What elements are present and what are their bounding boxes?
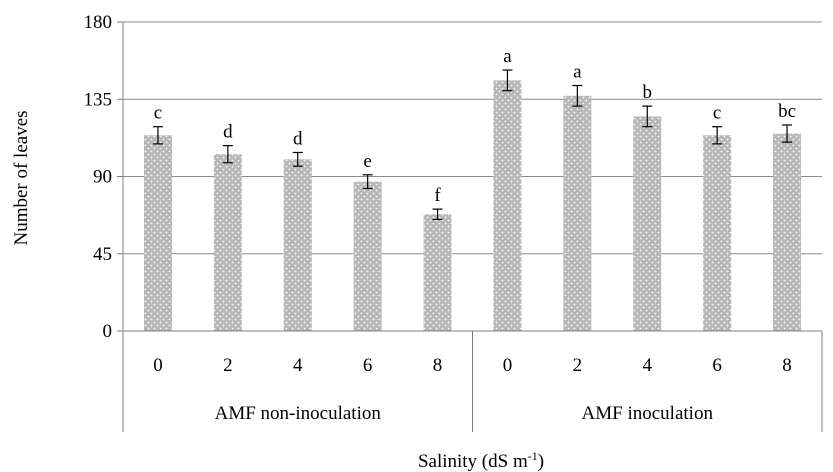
- significance-letter: bc: [778, 101, 796, 122]
- significance-letter: b: [643, 82, 653, 103]
- bar: [703, 135, 732, 331]
- y-tick-label: 45: [93, 244, 112, 265]
- x-tick-label: 4: [293, 355, 303, 376]
- bar: [143, 135, 172, 331]
- y-tick-label: 135: [84, 89, 113, 110]
- significance-letter: c: [713, 103, 721, 124]
- y-tick-label: 90: [93, 167, 112, 188]
- x-tick-label: 4: [643, 355, 653, 376]
- y-tick-label: 0: [103, 321, 113, 342]
- significance-letter: a: [573, 62, 582, 83]
- significance-letter: c: [154, 103, 162, 124]
- bar: [773, 133, 802, 331]
- bars: [143, 80, 802, 332]
- x-tick-label: 2: [573, 355, 583, 376]
- x-axis-label: Salinity (dS m-1): [418, 449, 544, 472]
- labels: 0 45 90 135 180 c 0 d 2 d 4 e 6 f 8 AMF non-inoculation…: [84, 12, 797, 424]
- group-label: AMF inoculation: [582, 403, 714, 424]
- bar: [213, 154, 242, 331]
- error-bars: [152, 69, 793, 221]
- bar: [283, 159, 312, 331]
- y-tick-label: 180: [84, 12, 113, 33]
- bar: [493, 80, 522, 331]
- x-tick-label: 2: [223, 355, 233, 376]
- x-tick-label: 6: [712, 355, 722, 376]
- bar: [563, 95, 592, 331]
- bar: [423, 214, 452, 331]
- x-tick-label: 0: [503, 355, 513, 376]
- x-tick-label: 8: [782, 355, 792, 376]
- x-tick-label: 8: [433, 355, 443, 376]
- significance-letter: a: [503, 46, 512, 67]
- x-tick-label: 0: [153, 355, 163, 376]
- bar: [633, 116, 662, 332]
- y-axis-label: Number of leaves: [11, 110, 32, 245]
- significance-letter: e: [363, 151, 371, 172]
- bar: [353, 181, 382, 331]
- axes: [117, 21, 823, 432]
- significance-letter: d: [293, 128, 303, 149]
- significance-letter: f: [434, 185, 441, 206]
- significance-letter: d: [223, 122, 233, 143]
- group-label: AMF non-inoculation: [215, 403, 382, 424]
- x-tick-label: 6: [363, 355, 373, 376]
